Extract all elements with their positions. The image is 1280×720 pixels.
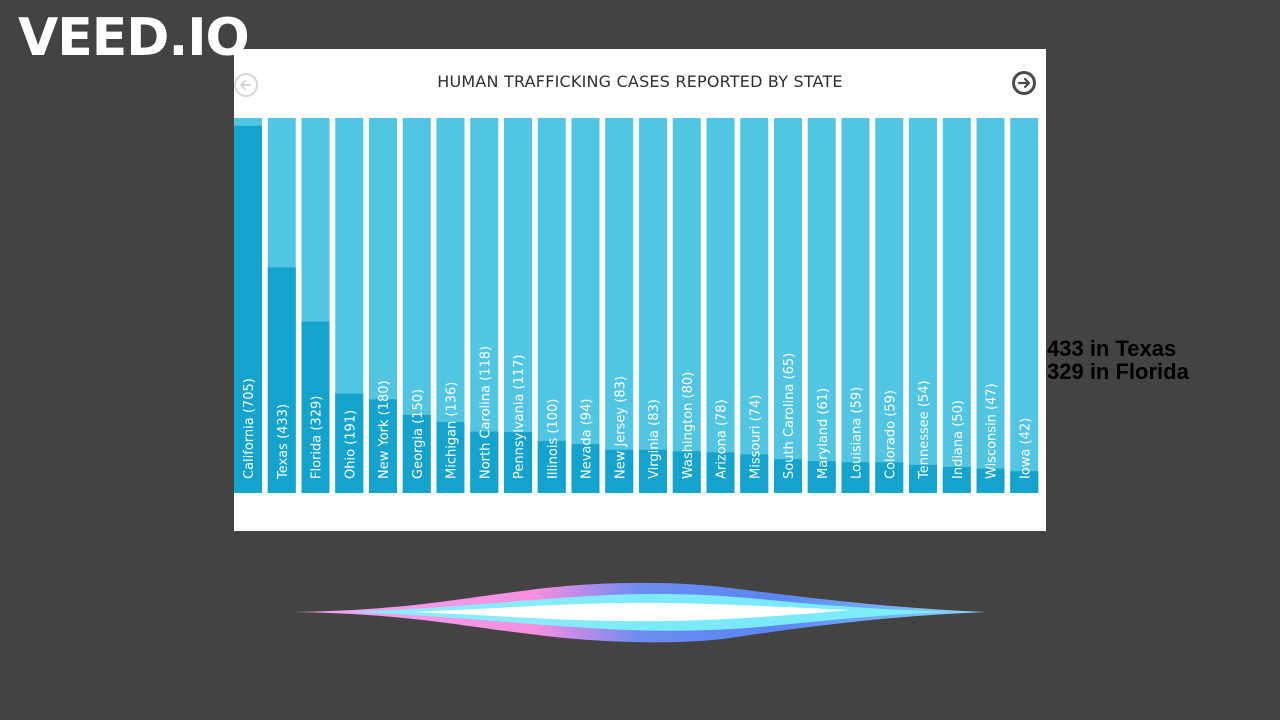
bar-south-carolina[interactable] <box>774 459 802 493</box>
bar-chart: California (705) Texas (433) Florida (329)… <box>234 118 1039 493</box>
bar-track <box>909 118 937 493</box>
bar-label: Pennsylvania (117) <box>512 355 527 480</box>
bar-label: South Carolina (65) <box>782 353 797 479</box>
bar-maryland[interactable] <box>807 461 836 493</box>
bar-label: Missouri (74) <box>748 395 763 479</box>
bar-track <box>537 118 566 493</box>
bar-track <box>639 118 667 493</box>
bar-label: Washington (80) <box>681 372 696 479</box>
bar-label: Ohio (191) <box>343 410 358 479</box>
bar-label: Louisiana (59) <box>850 387 865 479</box>
bar-georgia[interactable] <box>402 414 431 493</box>
bar-colorado[interactable] <box>875 462 904 493</box>
veed-watermark: VEED.IO <box>18 8 250 68</box>
audio-waveform <box>294 582 986 643</box>
prev-arrow-icon[interactable] <box>234 73 258 97</box>
bar-track <box>976 118 1005 493</box>
annotation-texas: 433 in Texas <box>1047 336 1177 361</box>
bar-track <box>706 118 735 493</box>
bar-missouri[interactable] <box>740 454 769 493</box>
bar-track <box>571 118 600 493</box>
bar-label: California (705) <box>242 378 257 479</box>
bar-tennessee[interactable] <box>909 464 937 493</box>
bar-iowa[interactable] <box>1010 471 1039 493</box>
bar-florida[interactable] <box>301 321 330 493</box>
bar-virginia[interactable] <box>639 449 667 493</box>
bar-label: Texas (433) <box>276 404 291 480</box>
bar-label: Iowa (42) <box>1018 418 1033 479</box>
next-arrow-icon[interactable] <box>1012 71 1036 95</box>
bar-label: Nevada (94) <box>580 399 595 479</box>
bar-track <box>875 118 904 493</box>
bar-new-york[interactable] <box>369 399 397 493</box>
bar-label: Michigan (136) <box>445 382 460 479</box>
annotation-text: 433 in Texas 329 in Florida <box>1047 337 1189 383</box>
bar-michigan[interactable] <box>436 422 465 493</box>
bar-north-carolina[interactable] <box>470 431 499 493</box>
bar-label: Tennessee (54) <box>917 380 932 480</box>
annotation-florida: 329 in Florida <box>1047 359 1189 384</box>
bar-track <box>1010 118 1039 493</box>
bar-track <box>605 118 634 493</box>
bar-label: New York (180) <box>377 380 392 479</box>
bar-label: Colorado (59) <box>883 390 898 479</box>
bar-label: Virginia (83) <box>647 399 662 479</box>
bar-label: Indiana (50) <box>951 400 966 479</box>
bar-indiana[interactable] <box>942 466 971 493</box>
bar-wisconsin[interactable] <box>976 468 1005 493</box>
bar-label: Wisconsin (47) <box>985 383 1000 479</box>
bar-label: North Carolina (118) <box>478 346 493 479</box>
bar-texas[interactable] <box>267 267 296 493</box>
bar-illinois[interactable] <box>537 440 566 493</box>
chart-panel: California (705) Texas (433) Florida (329)… <box>234 49 1046 531</box>
bar-track <box>504 118 532 493</box>
bar-new-jersey[interactable] <box>605 449 634 493</box>
bar-track <box>807 118 836 493</box>
bar-ohio[interactable] <box>335 393 364 493</box>
bar-label: Illinois (100) <box>546 399 561 479</box>
bar-arizona[interactable] <box>706 452 735 493</box>
bar-label: Maryland (61) <box>816 388 831 479</box>
bar-label: Arizona (78) <box>715 399 730 479</box>
bar-pennsylvania[interactable] <box>504 432 532 493</box>
bar-california[interactable] <box>234 125 262 493</box>
bar-label: Georgia (150) <box>411 389 426 479</box>
bar-track <box>841 118 870 493</box>
bar-label: Florida (329) <box>310 396 325 479</box>
bar-nevada[interactable] <box>571 444 600 493</box>
bar-washington[interactable] <box>672 451 701 493</box>
bar-track <box>942 118 971 493</box>
bar-label: New Jersey (83) <box>613 376 628 479</box>
bar-track <box>774 118 802 493</box>
bar-track <box>470 118 499 493</box>
bar-track <box>740 118 769 493</box>
bar-track <box>672 118 701 493</box>
bar-louisiana[interactable] <box>841 462 870 493</box>
chart-title: HUMAN TRAFFICKING CASES REPORTED BY STAT… <box>437 72 843 91</box>
